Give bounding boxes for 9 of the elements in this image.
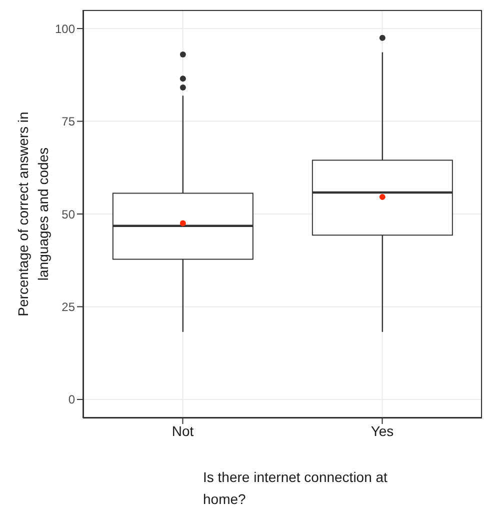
x-axis-title: Is there internet connection at home? [203,468,388,509]
x-tick-label: Not [172,422,194,439]
y-tick-label: 0 [68,392,76,407]
x-tick-label: Yes [370,422,394,439]
y-axis-title: Percentage of correct answers in languages and codes [14,110,52,318]
y-tick-label: 75 [62,114,76,129]
y-tick-label: 25 [62,300,76,314]
y-tick-label: 100 [54,22,76,36]
y-tick-label: 50 [62,207,76,222]
